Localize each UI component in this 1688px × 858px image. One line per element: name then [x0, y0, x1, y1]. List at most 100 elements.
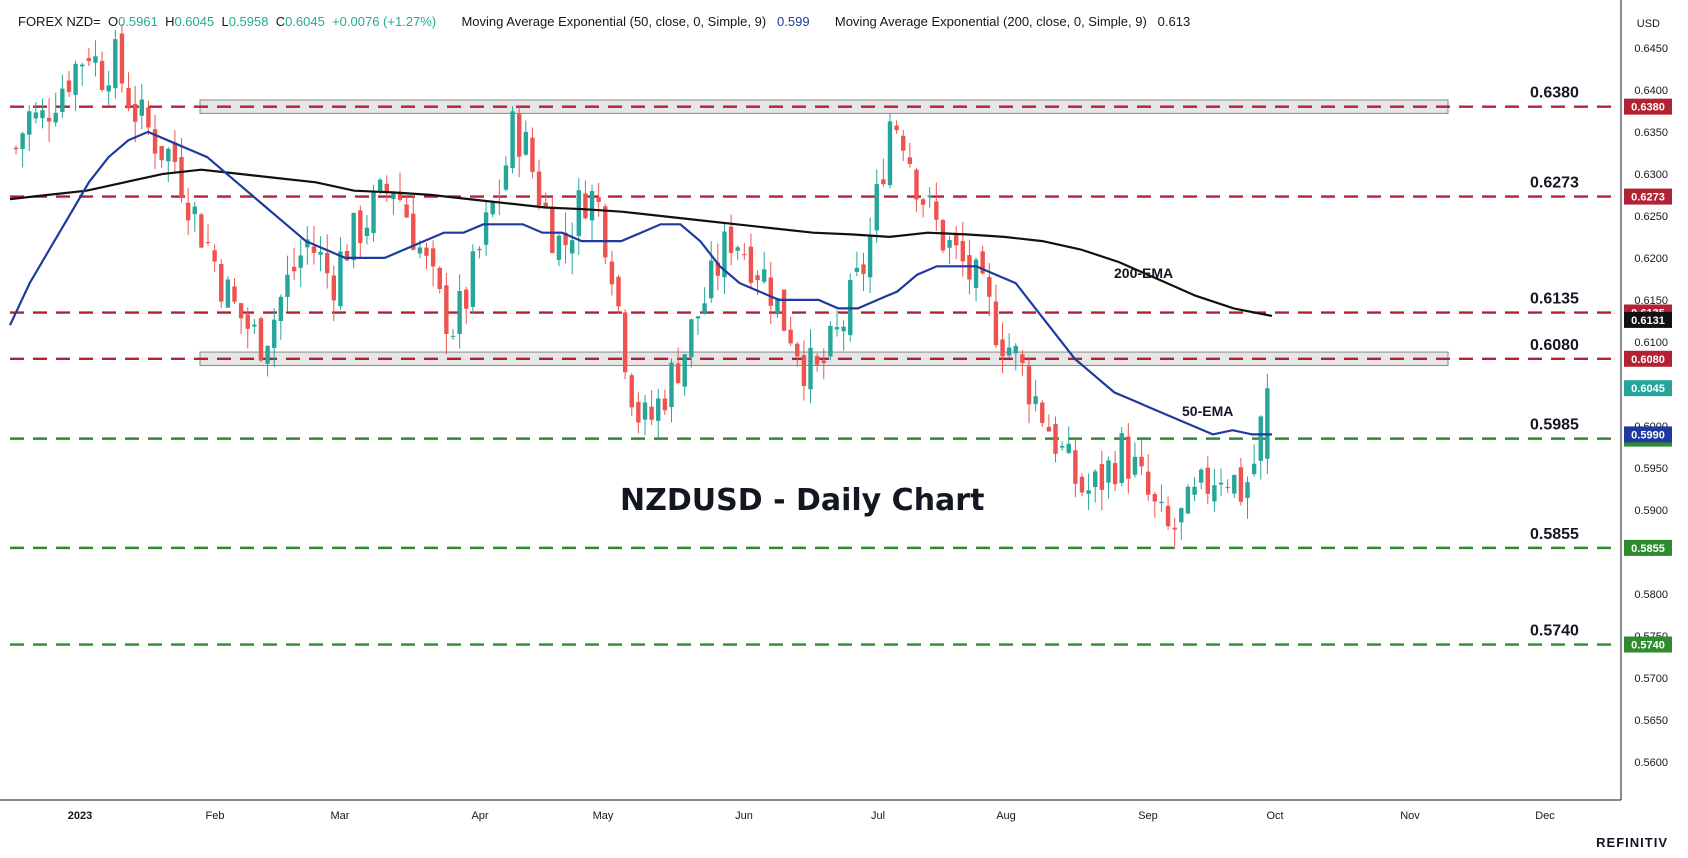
candle[interactable]: [960, 221, 966, 277]
candle[interactable]: [662, 389, 668, 416]
candle[interactable]: [364, 215, 370, 245]
candle[interactable]: [914, 167, 919, 212]
candle[interactable]: [1020, 350, 1025, 376]
candle[interactable]: [728, 214, 734, 266]
candle[interactable]: [1172, 517, 1177, 550]
candle[interactable]: [1040, 400, 1045, 427]
candle[interactable]: [834, 310, 840, 337]
candle[interactable]: [1139, 439, 1144, 476]
candle[interactable]: [93, 40, 98, 77]
candle[interactable]: [1073, 438, 1078, 498]
candle[interactable]: [722, 223, 727, 294]
candle[interactable]: [1086, 473, 1091, 510]
candle[interactable]: [920, 197, 926, 218]
candle[interactable]: [656, 388, 661, 440]
candle[interactable]: [252, 318, 257, 335]
candle[interactable]: [152, 114, 158, 170]
candle[interactable]: [828, 321, 833, 361]
candle[interactable]: [1132, 442, 1138, 478]
candle[interactable]: [185, 187, 191, 236]
candle[interactable]: [795, 341, 800, 367]
candle[interactable]: [232, 278, 237, 304]
candle[interactable]: [1046, 414, 1052, 432]
candle[interactable]: [351, 212, 356, 269]
candle[interactable]: [1212, 469, 1217, 512]
candle[interactable]: [1066, 426, 1071, 455]
candle[interactable]: [503, 156, 509, 192]
candle[interactable]: [1013, 343, 1018, 371]
candle[interactable]: [1251, 444, 1257, 477]
candle[interactable]: [265, 345, 270, 377]
candle[interactable]: [146, 100, 151, 135]
candle[interactable]: [642, 394, 648, 436]
candle[interactable]: [470, 244, 476, 314]
candle[interactable]: [940, 218, 946, 254]
candle[interactable]: [907, 142, 913, 168]
candle[interactable]: [291, 248, 297, 280]
candle[interactable]: [973, 257, 979, 302]
candle[interactable]: [569, 222, 575, 275]
candle[interactable]: [874, 169, 879, 243]
candle[interactable]: [53, 92, 58, 127]
candle[interactable]: [550, 197, 555, 254]
candle[interactable]: [139, 83, 144, 130]
candle[interactable]: [1119, 426, 1124, 487]
candle[interactable]: [1146, 454, 1151, 501]
candle[interactable]: [404, 196, 409, 219]
candle[interactable]: [305, 226, 310, 265]
candle[interactable]: [583, 180, 588, 220]
candle[interactable]: [444, 272, 449, 355]
candle[interactable]: [563, 212, 568, 264]
candle[interactable]: [887, 113, 893, 189]
candle[interactable]: [20, 131, 25, 168]
candle[interactable]: [1159, 484, 1164, 512]
candle[interactable]: [411, 195, 416, 251]
candle[interactable]: [735, 245, 740, 261]
candle[interactable]: [523, 120, 529, 156]
candle[interactable]: [99, 51, 105, 92]
candle[interactable]: [801, 340, 807, 401]
candle[interactable]: [132, 85, 138, 143]
candle[interactable]: [867, 217, 873, 294]
candle[interactable]: [775, 297, 780, 318]
candle[interactable]: [715, 243, 721, 291]
candle[interactable]: [894, 120, 899, 134]
candle[interactable]: [278, 294, 284, 340]
candle[interactable]: [589, 184, 595, 241]
candle[interactable]: [126, 72, 131, 112]
candle[interactable]: [33, 101, 39, 124]
candle[interactable]: [324, 234, 330, 289]
candle[interactable]: [212, 244, 217, 272]
candle[interactable]: [1099, 450, 1105, 511]
candle[interactable]: [649, 390, 654, 426]
candle[interactable]: [881, 158, 886, 187]
candle[interactable]: [1198, 467, 1204, 490]
candle[interactable]: [172, 130, 178, 172]
candle[interactable]: [1126, 423, 1131, 494]
candle[interactable]: [285, 255, 290, 312]
candle[interactable]: [861, 252, 866, 292]
candle[interactable]: [702, 287, 707, 315]
candle[interactable]: [517, 106, 522, 178]
candle[interactable]: [1033, 380, 1038, 412]
candle[interactable]: [1059, 441, 1065, 451]
candle[interactable]: [450, 329, 456, 340]
candle[interactable]: [947, 235, 952, 265]
candle[interactable]: [318, 236, 323, 272]
candle[interactable]: [430, 240, 436, 287]
candle[interactable]: [603, 203, 608, 265]
candle[interactable]: [821, 348, 826, 380]
candle[interactable]: [781, 289, 787, 332]
candle[interactable]: [60, 74, 65, 118]
candle[interactable]: [510, 106, 515, 174]
candle[interactable]: [86, 48, 92, 67]
candle[interactable]: [901, 129, 906, 161]
candle[interactable]: [695, 315, 701, 335]
candle[interactable]: [424, 242, 429, 270]
candle[interactable]: [1258, 415, 1263, 480]
candle[interactable]: [73, 60, 78, 112]
candle[interactable]: [1026, 357, 1032, 424]
candle[interactable]: [490, 200, 495, 218]
candle[interactable]: [1079, 473, 1085, 497]
candle[interactable]: [457, 274, 462, 349]
